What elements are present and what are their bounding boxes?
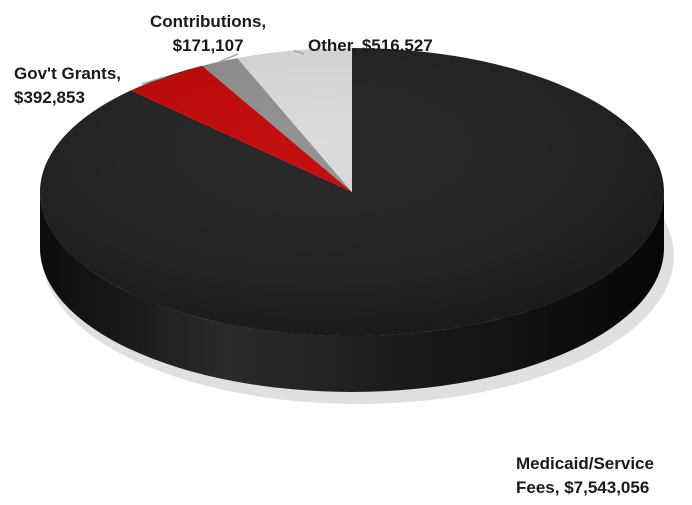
- pie-slices: [39, 48, 664, 336]
- slice-label-medicaid: Medicaid/Service Fees, $7,543,056: [516, 454, 654, 497]
- pie-side-wall: [40, 192, 664, 392]
- slice-label-govt-grants: Gov't Grants, $392,853: [14, 64, 122, 107]
- slice-label-other: Other, $516,527: [308, 36, 433, 55]
- leader-line-gov-t-grants: [141, 76, 165, 85]
- slice-label-contributions: Contributions, $171,107: [150, 12, 267, 55]
- leader-line-contributions: [219, 53, 239, 63]
- pie-sides: [40, 192, 664, 392]
- leader-line-other: [293, 49, 305, 55]
- leader-lines: [141, 49, 305, 85]
